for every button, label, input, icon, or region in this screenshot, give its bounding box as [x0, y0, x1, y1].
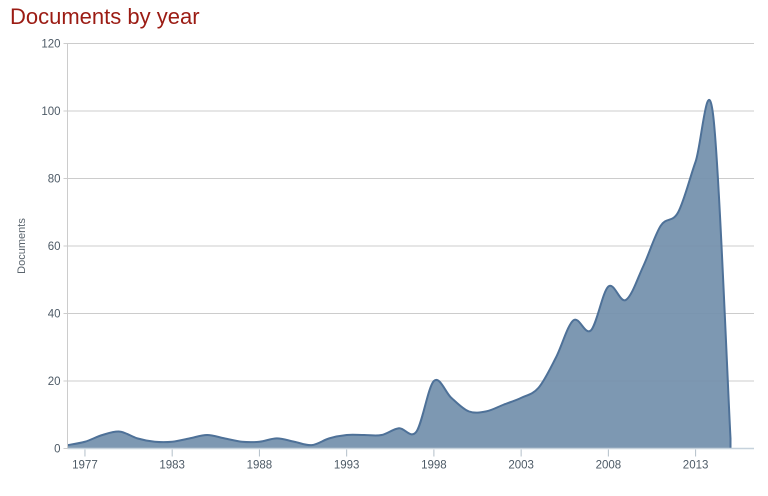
x-tick-label: 1998 — [421, 460, 447, 472]
chart-title: Documents by year — [10, 4, 200, 29]
y-tick-label: 100 — [41, 106, 60, 118]
x-tick-label: 2013 — [683, 460, 709, 472]
x-tick-label: 1988 — [247, 460, 273, 472]
y-tick-label: 80 — [48, 174, 61, 186]
x-tick-label: 1983 — [159, 460, 185, 472]
area-series — [67, 99, 731, 449]
y-tick-label: 60 — [48, 241, 61, 253]
y-tick-label: 20 — [48, 376, 61, 388]
x-tick-label: 1977 — [72, 460, 98, 472]
x-tick-label: 1993 — [334, 460, 360, 472]
x-tick-label: 2003 — [508, 460, 534, 472]
y-tick-label: 0 — [54, 444, 60, 456]
area-outline — [67, 99, 732, 449]
y-tick-label: 40 — [48, 309, 61, 321]
y-tick-label: 120 — [41, 39, 60, 51]
x-tick-label: 2008 — [596, 460, 622, 472]
